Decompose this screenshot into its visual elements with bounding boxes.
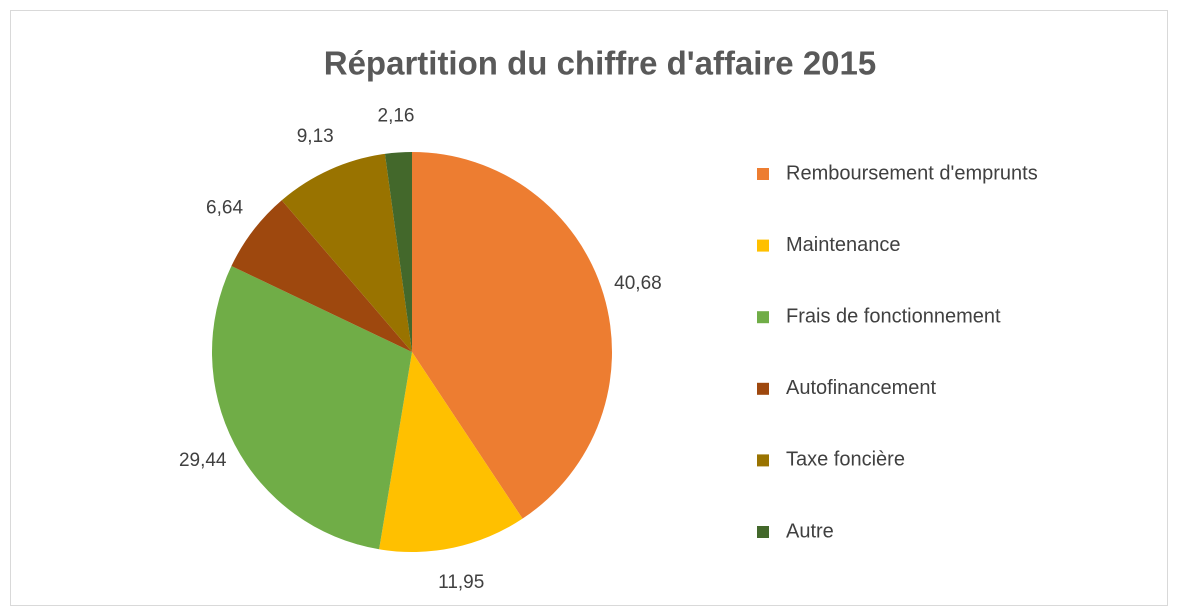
legend-swatch [757, 168, 769, 180]
legend-label: Remboursement d'emprunts [786, 162, 1038, 184]
legend-swatch [757, 382, 769, 395]
legend-label: Frais de fonctionnement [786, 305, 1001, 327]
legend-swatch [757, 454, 769, 467]
data-label: 6,64 [206, 198, 243, 219]
data-label: 40,68 [614, 273, 662, 294]
legend-label: Autre [786, 520, 834, 542]
legend-swatch [757, 526, 769, 538]
pie-slice [212, 266, 412, 550]
data-label: 29,44 [179, 450, 227, 471]
pie-slice [384, 152, 412, 352]
data-label: 9,13 [297, 126, 334, 147]
pie-slice [379, 352, 523, 552]
legend-swatch [757, 239, 769, 252]
legend-label: Autofinancement [786, 377, 937, 399]
pie-slice [231, 200, 412, 352]
data-label: 11,95 [438, 572, 484, 593]
chart-title: Répartition du chiffre d'affaire 2015 [324, 45, 876, 82]
legend-swatch [757, 311, 769, 324]
legend-label: Maintenance [786, 234, 901, 256]
data-label: 2,16 [378, 106, 415, 127]
legend-label: Taxe foncière [786, 449, 905, 471]
pie-slice [281, 153, 412, 352]
pie-slice [412, 152, 612, 519]
